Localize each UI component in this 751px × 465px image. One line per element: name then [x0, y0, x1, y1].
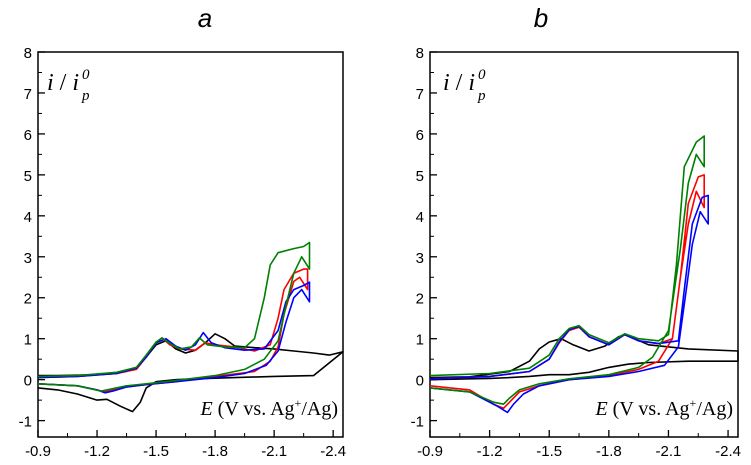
- panel-a-title: a: [198, 3, 212, 33]
- x-tick-label: -1.2: [477, 443, 503, 460]
- y-tick-label: 3: [416, 250, 424, 267]
- y-tick-label: -1: [411, 414, 424, 431]
- y-tick-label: 8: [416, 45, 424, 62]
- y-tick-label: 7: [24, 86, 32, 103]
- panel-a-x-ticks: -0.9 -1.2 -1.5 -1.8 -2.1 -2.4: [25, 430, 346, 460]
- y-tick-label: 6: [24, 127, 32, 144]
- panel-a-series: [37, 241, 344, 413]
- panel-a-y-label-sup: 0: [82, 67, 90, 83]
- series-line-green: [37, 241, 311, 392]
- panel-b-y-ticks: -1 0 1 2 3 4 5 6 7 8: [411, 45, 437, 431]
- y-tick-label: -1: [19, 414, 32, 431]
- x-tick-label: -0.9: [417, 443, 443, 460]
- x-tick-label: -0.9: [25, 443, 51, 460]
- series-line-black: [429, 333, 739, 381]
- y-tick-label: 4: [416, 209, 424, 226]
- panel-b: b -1 0 1 2 3 4 5 6 7 8 -0.9 -1.2 -1.5 -1.8 -2.1 -2.4 i…: [411, 3, 741, 460]
- x-tick-label: -1.8: [202, 443, 228, 460]
- series-line-green: [429, 135, 706, 406]
- panel-b-y-label-sub: p: [477, 88, 486, 104]
- panel-a-y-label: i / i: [47, 70, 79, 96]
- y-tick-label: 4: [24, 209, 32, 226]
- panel-b-title: b: [534, 3, 548, 33]
- series-line-blue: [429, 194, 710, 414]
- panel-b-y-label-sup: 0: [478, 67, 486, 83]
- y-tick-label: 5: [416, 168, 424, 185]
- panel-a-y-ticks: -1 0 1 2 3 4 5 6 7 8: [19, 45, 45, 431]
- x-tick-label: -1.8: [596, 443, 622, 460]
- panel-b-x-label: E (V vs. Ag+/Ag): [594, 396, 733, 420]
- y-tick-label: 0: [24, 373, 32, 390]
- y-tick-label: 6: [416, 127, 424, 144]
- series-line-red: [37, 268, 309, 393]
- y-tick-label: 3: [24, 250, 32, 267]
- panel-a-plot-frame: [37, 51, 344, 438]
- y-tick-label: 0: [416, 373, 424, 390]
- x-tick-label: -2.4: [320, 443, 346, 460]
- y-tick-label: 2: [416, 291, 424, 308]
- y-tick-label: 1: [24, 332, 32, 349]
- panel-a-y-label-sub: p: [81, 88, 90, 104]
- x-tick-label: -2.1: [656, 443, 682, 460]
- x-tick-label: -1.2: [84, 443, 110, 460]
- panel-b-y-label: i / i: [443, 70, 475, 96]
- y-tick-label: 7: [416, 86, 424, 103]
- y-tick-label: 8: [24, 45, 32, 62]
- y-tick-label: 2: [24, 291, 32, 308]
- panel-b-series: [429, 135, 739, 414]
- x-tick-label: -2.1: [261, 443, 287, 460]
- x-tick-label: -1.5: [143, 443, 169, 460]
- x-tick-label: -1.5: [536, 443, 562, 460]
- panel-b-x-ticks: -0.9 -1.2 -1.5 -1.8 -2.1 -2.4: [417, 430, 741, 460]
- y-tick-label: 1: [416, 332, 424, 349]
- panel-a-x-label: E (V vs. Ag+/Ag): [199, 396, 338, 420]
- x-tick-label: -2.4: [715, 443, 741, 460]
- y-tick-label: 5: [24, 168, 32, 185]
- panel-b-plot-frame: [429, 51, 739, 438]
- panel-a: a -1 0 1 2 3 4 5 6 7 8 -0.9 -1.2 -1.5 -1.8 -2.1 -2.4 i…: [19, 3, 346, 460]
- series-line-red: [429, 174, 706, 410]
